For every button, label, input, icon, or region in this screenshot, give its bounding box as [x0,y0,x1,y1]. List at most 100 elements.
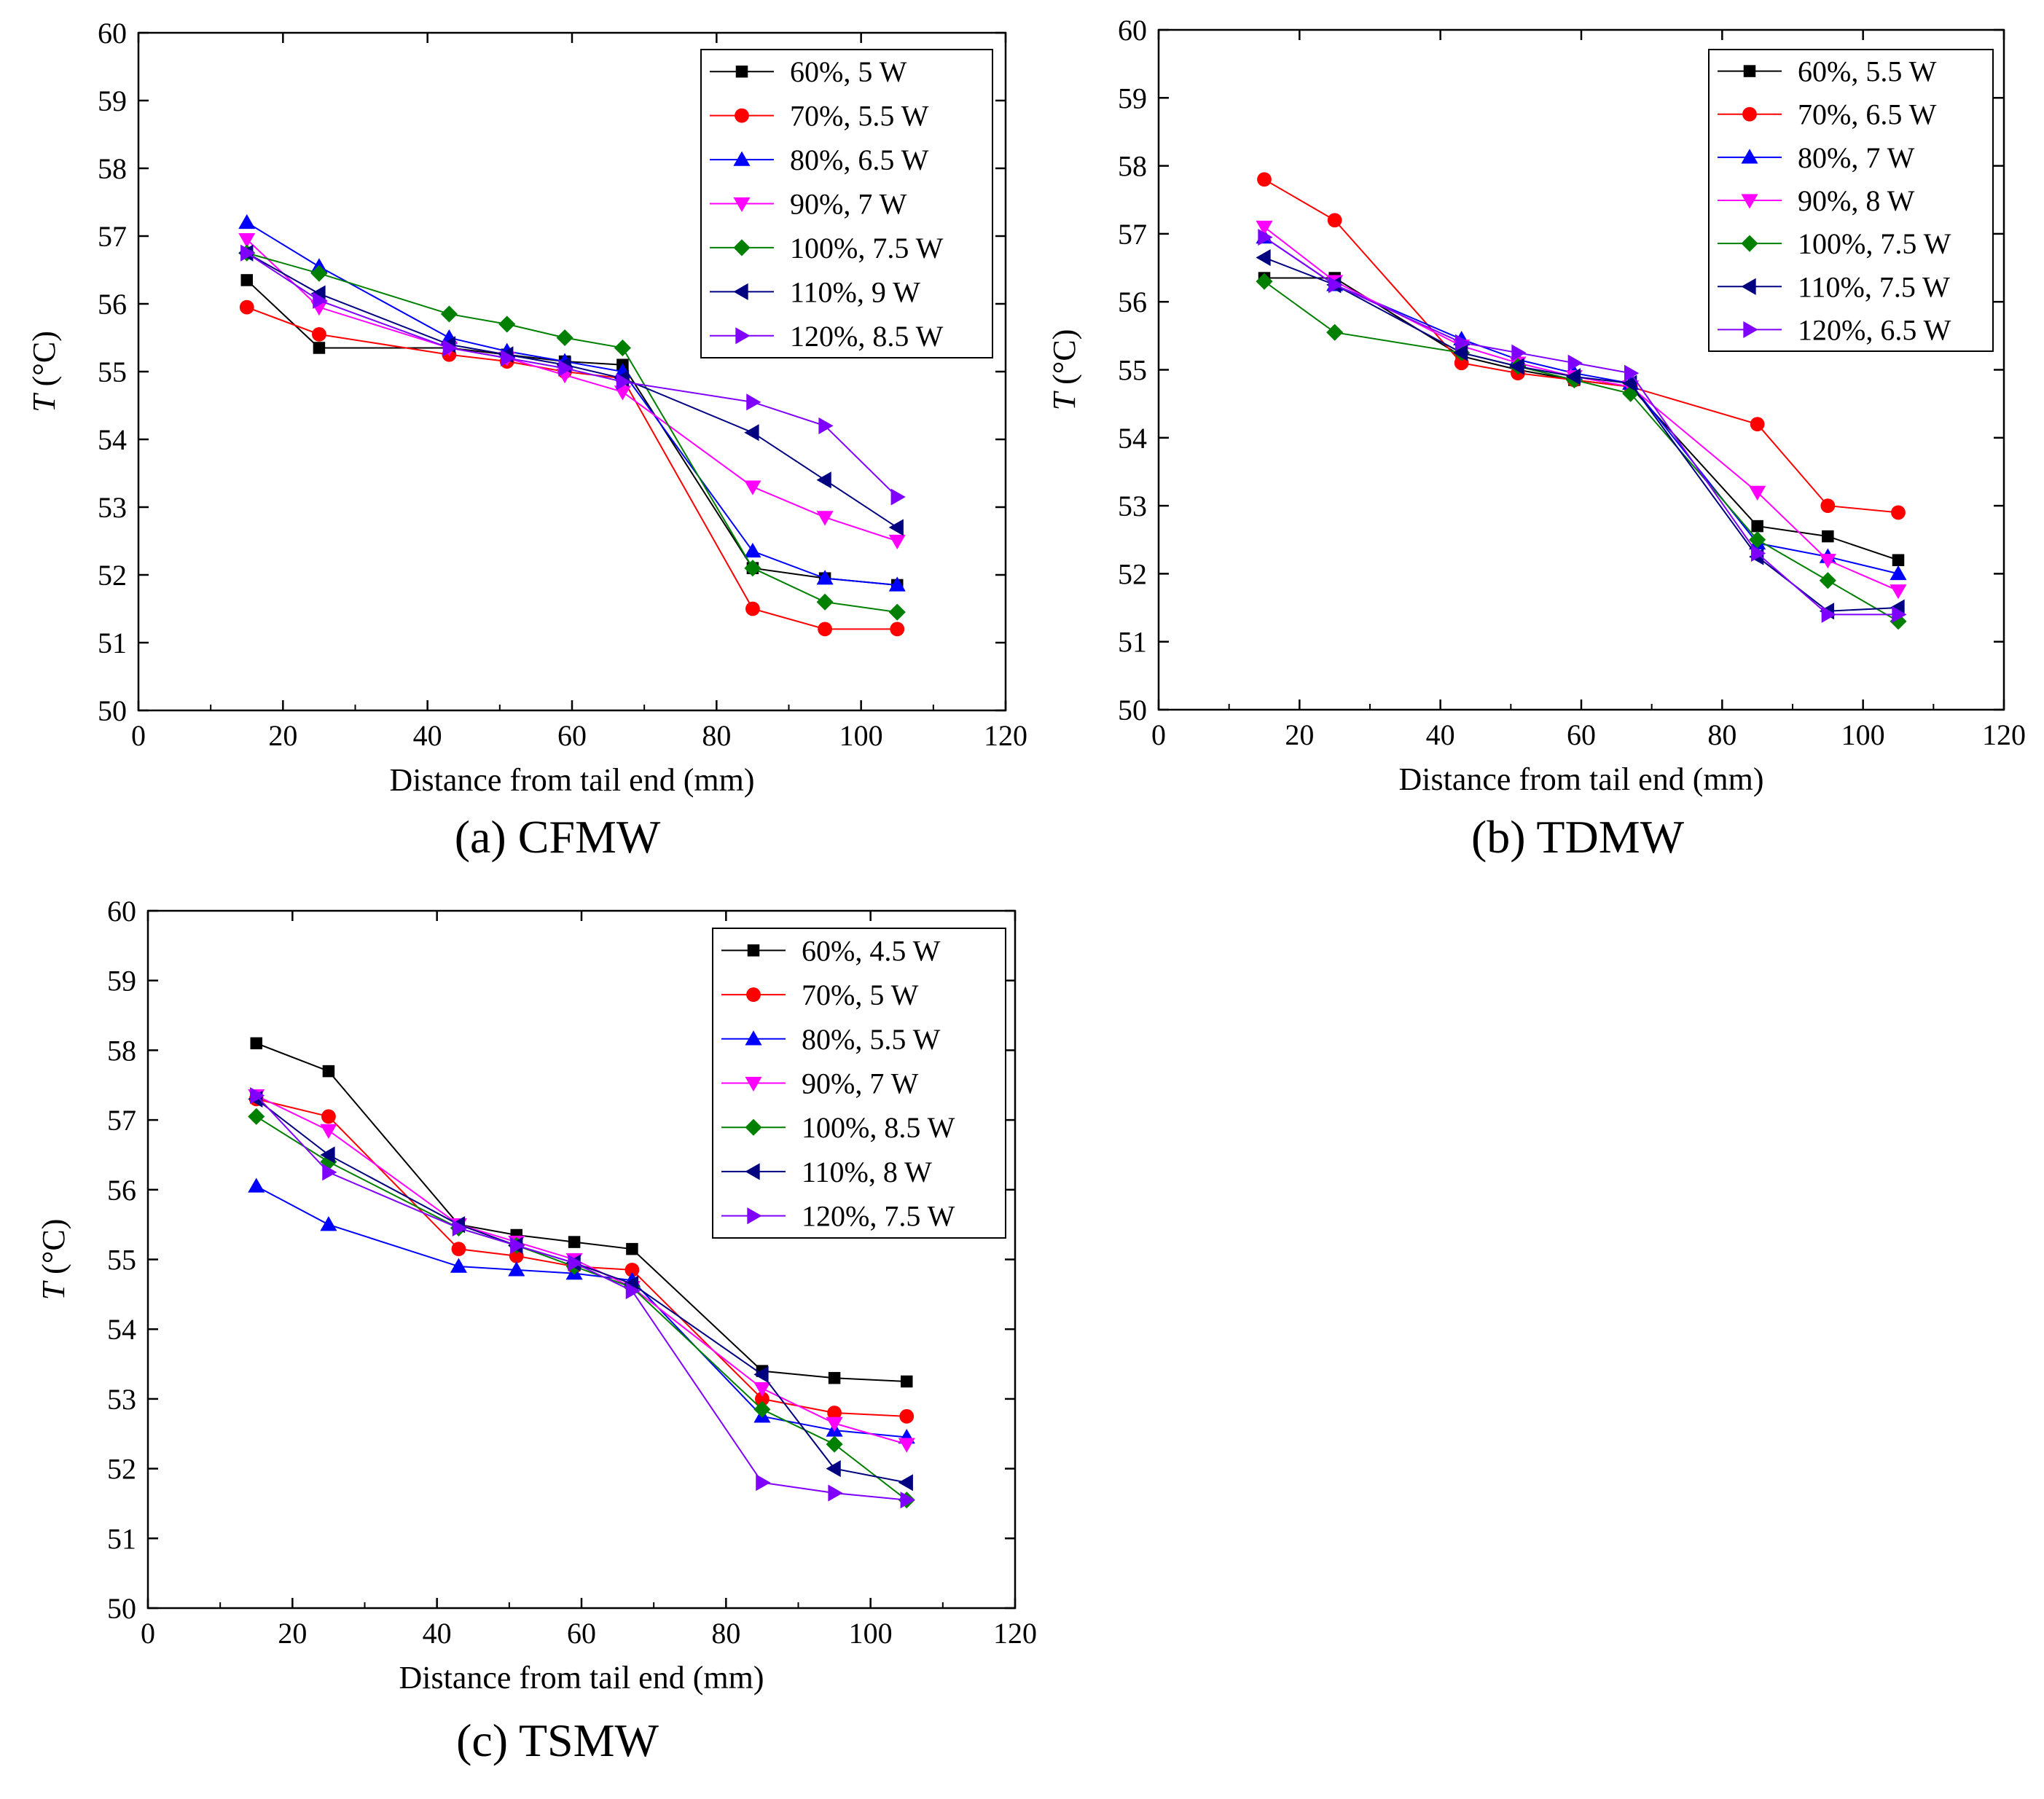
legend-label: 80%, 7 W [1798,141,1915,174]
data-point [508,1261,525,1277]
data-point [312,326,326,342]
panel-caption: (b) TDMW [1471,811,1685,863]
data-point [510,1236,525,1254]
data-point [1455,334,1471,351]
data-point [744,542,761,558]
legend-item: 60%, 5 W [710,55,907,88]
panel-caption: (c) TSMW [456,1714,659,1766]
legend-marker [747,944,760,957]
legend-item: 90%, 8 W [1718,184,1915,217]
data-point [310,264,328,282]
legend-marker [735,108,749,123]
series-7 [250,1087,915,1509]
data-point [1891,505,1906,520]
data-point [558,359,573,377]
y-tick-label: 51 [1118,626,1147,659]
data-point [624,1262,640,1277]
data-point [238,232,256,248]
y-axis-label-unit: (°C) [26,331,62,394]
legend-marker [745,1076,762,1092]
data-point [1565,368,1581,385]
legend-marker [745,1163,760,1180]
legend-label: 70%, 5 W [802,979,919,1011]
legend-marker [733,239,751,256]
data-point [888,576,906,592]
legend-item: 70%, 5 W [721,979,919,1011]
data-point [888,519,904,536]
legend-marker [1741,194,1758,209]
data-point [753,1400,771,1418]
data-point [1821,605,1836,623]
data-point [890,622,905,637]
x-tick-label: 0 [131,719,146,752]
legend-label: 60%, 5 W [790,55,907,88]
legend-label: 110%, 7.5 W [1798,270,1950,303]
data-point [313,291,328,309]
data-point [440,305,458,323]
data-point [501,349,516,367]
x-tick-label: 80 [1707,718,1736,751]
series-7 [1258,229,1907,623]
x-tick-label: 40 [423,1617,452,1650]
data-point [322,1164,337,1181]
legend-marker [735,65,748,78]
legend-label: 60%, 5.5 W [1798,55,1937,88]
data-point [240,274,253,286]
data-point [901,1375,913,1388]
x-tick-label: 120 [993,1617,1037,1650]
legend-item: 110%, 9 W [710,275,920,308]
legend-label: 80%, 6.5 W [790,144,929,176]
y-tick-label: 53 [1118,490,1147,522]
legend-marker [745,1030,762,1046]
y-tick-label: 58 [107,1034,136,1067]
y-tick-label: 52 [98,559,127,592]
data-point [888,534,906,550]
data-point [818,622,832,637]
y-tick-label: 56 [98,288,127,321]
legend-item: 80%, 6.5 W [710,144,929,176]
data-point [816,570,834,585]
data-point [1256,273,1273,290]
data-point [1256,220,1273,236]
x-tick-label: 80 [711,1617,740,1650]
data-point [1258,229,1273,246]
data-point [890,488,906,506]
y-tick-label: 60 [98,17,127,50]
data-point [442,339,458,356]
x-axis-label: Distance from tail end (mm) [399,1660,764,1696]
y-tick-label: 55 [107,1244,136,1277]
y-axis-label-unit: (°C) [1046,329,1082,393]
legend-label: 90%, 8 W [1798,184,1915,217]
data-point [626,1242,638,1255]
legend-label: 70%, 6.5 W [1798,98,1937,131]
data-point [827,1406,842,1420]
x-tick-label: 100 [1841,718,1885,751]
data-point [1750,417,1765,432]
series-7 [240,244,906,506]
data-point [753,1381,771,1398]
y-tick-label: 51 [98,627,127,659]
data-point [816,471,831,489]
x-tick-label: 20 [1285,718,1314,751]
y-tick-label: 52 [1118,557,1147,590]
data-point [614,339,631,356]
legend-marker [745,1118,762,1136]
data-point [250,1087,265,1105]
legend-marker [733,283,748,300]
data-point [756,1474,771,1492]
legend-item: 100%, 7.5 W [710,232,944,264]
legend-marker [733,151,751,166]
y-tick-label: 54 [1118,422,1147,455]
legend-item: 80%, 7 W [1718,141,1915,174]
data-point [828,1484,843,1502]
legend-label: 100%, 7.5 W [790,232,944,264]
data-point [826,1416,843,1432]
data-point [498,315,516,333]
data-point [1567,354,1583,372]
data-point [451,1242,466,1257]
data-point [452,1219,467,1236]
legend-marker [1741,278,1756,295]
data-point [1892,554,1905,566]
y-tick-label: 50 [107,1592,136,1625]
x-tick-label: 20 [268,719,297,752]
